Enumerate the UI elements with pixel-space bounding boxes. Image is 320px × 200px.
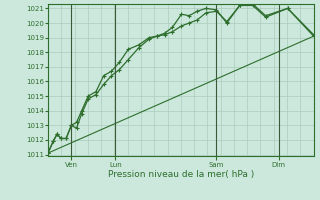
X-axis label: Pression niveau de la mer( hPa ): Pression niveau de la mer( hPa ) <box>108 170 254 179</box>
